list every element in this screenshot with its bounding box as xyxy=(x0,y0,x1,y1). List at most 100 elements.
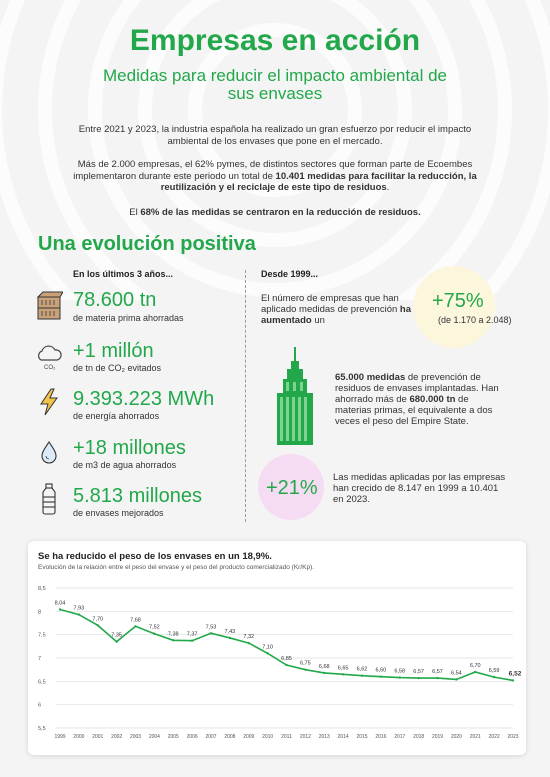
measures-count-bold: 65.000 medidas xyxy=(335,372,406,383)
data-label: 6,58 xyxy=(394,669,405,675)
x-tick-label: 2023 xyxy=(507,734,518,740)
data-label: 7,53 xyxy=(206,624,217,630)
x-tick-label: 2009 xyxy=(243,734,254,740)
x-tick-label: 2002 xyxy=(111,734,122,740)
x-tick-label: 2019 xyxy=(432,734,443,740)
x-tick-label: 2021 xyxy=(470,734,481,740)
data-label: 6,57 xyxy=(413,669,424,675)
highlight-circle-pink xyxy=(258,454,324,520)
data-label: 6,75 xyxy=(300,661,311,667)
data-label: 7,38 xyxy=(168,631,179,637)
water-drop-icon xyxy=(41,441,57,464)
data-point xyxy=(492,675,496,679)
data-label: 6,54 xyxy=(451,670,462,676)
data-point xyxy=(455,678,458,681)
data-point xyxy=(360,674,364,677)
data-label: 7,52 xyxy=(149,625,160,631)
data-point xyxy=(96,624,99,627)
data-point xyxy=(58,608,62,611)
intro-p3-text: El xyxy=(129,207,141,218)
stat-water-value: +18 millones xyxy=(73,437,186,459)
data-point xyxy=(247,641,250,645)
intro-p3-bold: 68% de las medidas se centraron en la re… xyxy=(140,207,421,218)
y-tick-label: 8 xyxy=(38,609,41,615)
data-label: 8,04 xyxy=(55,600,66,606)
measures-text-b: de prevención de residuos de envases imp… xyxy=(335,372,499,405)
data-label: 7,93 xyxy=(74,606,85,612)
boxes-icon xyxy=(36,291,63,320)
data-point xyxy=(77,613,81,616)
intro-paragraph-1: Entre 2021 y 2023, la industria española… xyxy=(78,124,472,147)
stat-raw-material-value: 78.600 tn xyxy=(73,289,157,311)
data-label: 6,68 xyxy=(319,664,330,670)
companies-increase-pct: +75% xyxy=(432,290,484,312)
chart-subtitle: Evolución de la relación entre el peso d… xyxy=(38,564,315,571)
data-point xyxy=(228,636,232,640)
x-tick-label: 2014 xyxy=(338,734,349,740)
data-point xyxy=(266,652,269,655)
data-point xyxy=(341,673,345,676)
measures-text-d: de materias primas, el equivalente a dos… xyxy=(335,394,493,427)
line-chart: 8,5 8 7,5 7 6,5 6 5,5 1999 2000 2001 2002 2003 2004 2… xyxy=(38,586,522,740)
data-point xyxy=(115,640,118,643)
companies-increase-note: (de 1.170 a 2.048) xyxy=(438,315,512,325)
chart-title-end: . xyxy=(269,551,272,562)
background-rings xyxy=(0,0,550,300)
page-title: Empresas en acción xyxy=(129,24,421,57)
measures-savings-text: 65.000 medidas de prevención de residuos… xyxy=(335,372,505,427)
data-label: 6,62 xyxy=(357,667,368,673)
companies-increase-text: El número de empresas que han aplicado m… xyxy=(261,293,421,326)
data-point xyxy=(398,676,401,679)
data-point xyxy=(379,675,383,678)
data-point xyxy=(436,676,439,680)
data-label: 6,85 xyxy=(281,656,292,662)
stat-co2-value: +1 millón xyxy=(73,340,154,362)
stat-raw-material-label: de materia prima ahorradas xyxy=(73,313,184,323)
data-point xyxy=(323,671,326,675)
chart-title-text: Se ha reducido el peso de los envases en… xyxy=(38,551,243,562)
y-tick-label: 7,5 xyxy=(38,633,46,639)
stat-energy-value: 9.393.223 MWh xyxy=(73,388,215,410)
data-point xyxy=(153,632,156,635)
x-tick-label: 2017 xyxy=(394,734,405,740)
data-point xyxy=(285,663,288,667)
intro-p2-end: . xyxy=(386,182,390,193)
x-tick-label: 2000 xyxy=(73,734,84,740)
data-label: 6,65 xyxy=(338,665,349,671)
x-tick-label: 2004 xyxy=(149,734,160,740)
x-tick-label: 2006 xyxy=(187,734,198,740)
data-point xyxy=(172,639,175,642)
x-tick-label: 2008 xyxy=(224,734,235,740)
data-point xyxy=(209,632,213,635)
series-line xyxy=(59,608,514,682)
data-label: 7,43 xyxy=(225,629,236,635)
data-point xyxy=(417,676,420,680)
co2-label: CO₂ xyxy=(44,365,56,371)
stat-energy-label: de energía ahorrados xyxy=(73,411,160,421)
y-tick-label: 5,5 xyxy=(38,726,46,732)
column-divider xyxy=(245,270,246,522)
x-tick-label: 2018 xyxy=(413,734,424,740)
data-label: 7,68 xyxy=(130,617,141,623)
stat-packaging-value: 5.813 millones xyxy=(73,485,202,507)
left-column-heading: En los últimos 3 años... xyxy=(73,269,174,279)
data-label: 6,60 xyxy=(376,668,387,674)
data-label: 7,35 xyxy=(111,633,122,639)
x-tick-label: 2013 xyxy=(319,734,330,740)
stat-packaging-label: de envases mejorados xyxy=(73,508,164,518)
intro-paragraph-3: El 68% de las medidas se centraron en la… xyxy=(70,207,480,219)
data-label: 7,32 xyxy=(243,634,254,640)
x-tick-label: 2015 xyxy=(356,734,367,740)
lightning-icon xyxy=(40,388,58,416)
right-column-heading: Desde 1999... xyxy=(261,269,319,279)
companies-text-a: El número de empresas que han aplicado m… xyxy=(261,293,400,315)
data-point xyxy=(304,668,307,671)
data-label: 7,10 xyxy=(262,644,273,650)
data-label: 6,57 xyxy=(432,669,443,675)
y-tick-label: 8,5 xyxy=(38,586,46,592)
intro-paragraph-2: Más de 2.000 empresas, el 62% pymes, de … xyxy=(70,159,480,194)
intro-p2-text: Más de 2.000 empresas, el 62% pymes, de … xyxy=(73,159,473,182)
section-title: Una evolución positiva xyxy=(38,233,256,255)
x-tick-label: 2005 xyxy=(168,734,179,740)
data-label: 7,37 xyxy=(187,632,198,638)
